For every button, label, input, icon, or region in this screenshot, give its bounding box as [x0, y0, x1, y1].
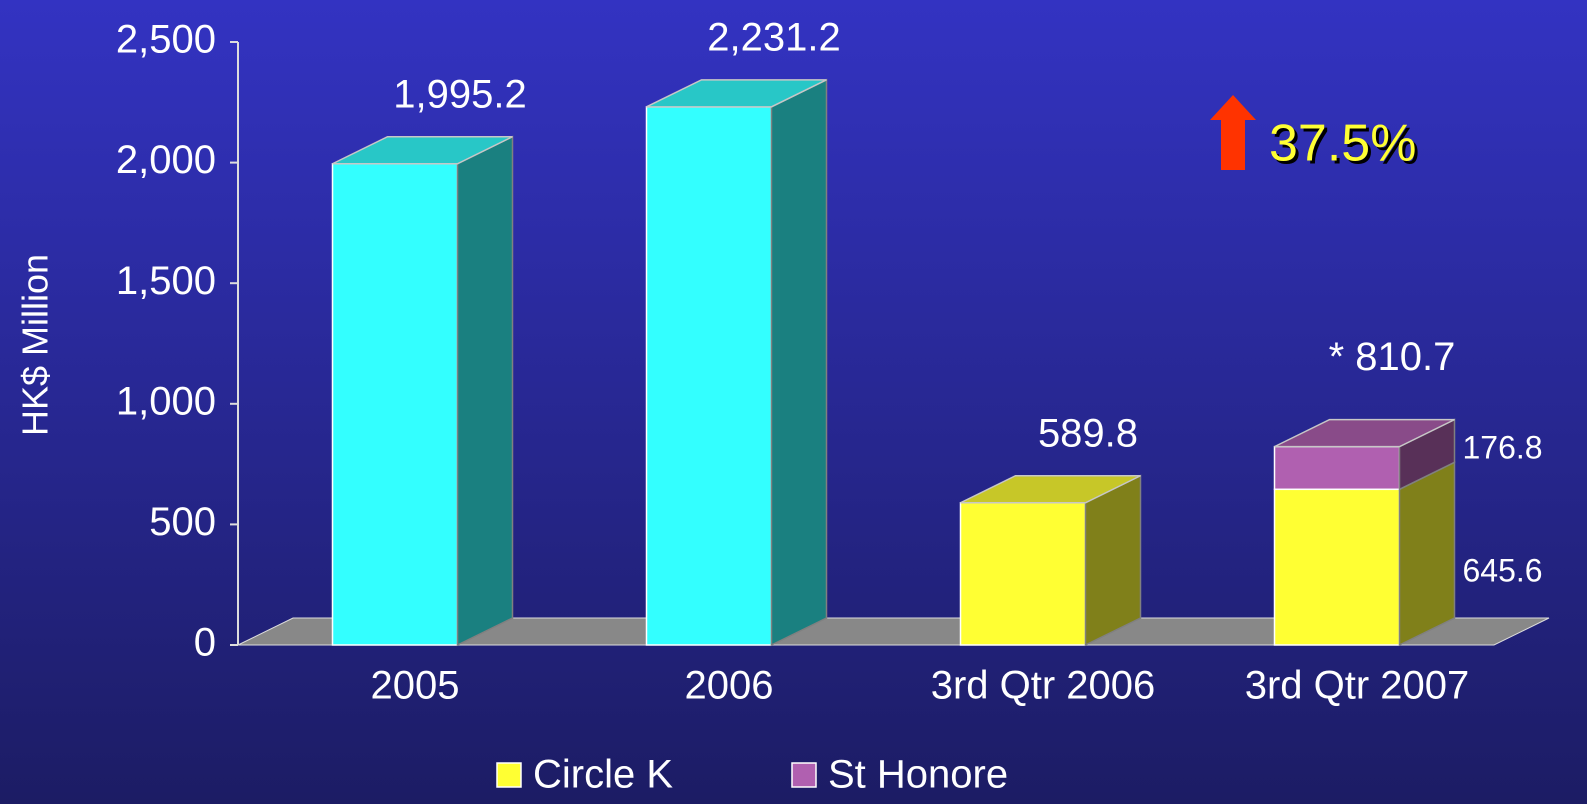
y-tick-label: 500 — [149, 500, 216, 544]
bar-front — [959, 501, 1087, 646]
y-tick-label: 0 — [194, 621, 216, 665]
bar-side — [456, 135, 514, 647]
bar-top — [960, 474, 1141, 504]
value-label: 176.8 — [1463, 429, 1543, 465]
x-tick-label: 2005 — [371, 664, 460, 708]
bar-side — [1084, 474, 1142, 647]
bar — [645, 78, 828, 647]
value-label: 589.8 — [1038, 411, 1138, 455]
y-axis-label: HK$ Million — [15, 254, 56, 436]
growth-annotation: 37.5% — [1269, 115, 1416, 173]
growth-shadow: 37.5% — [1272, 118, 1419, 176]
bar-front — [331, 163, 459, 646]
bar — [1273, 418, 1456, 491]
y-tick-label: 2,500 — [116, 18, 216, 62]
x-tick-label: 3rd Qtr 2006 — [931, 664, 1156, 708]
bar-top — [646, 79, 827, 108]
legend-label: Circle K — [533, 753, 673, 797]
value-label: 645.6 — [1463, 553, 1543, 589]
legend-swatch — [791, 762, 817, 788]
legend-swatch — [496, 762, 522, 788]
bar — [331, 135, 514, 647]
bar-top — [332, 136, 513, 165]
bar-top — [1274, 418, 1455, 448]
total-annotation: * 810.7 — [1329, 335, 1456, 379]
y-tick-label: 2,000 — [116, 138, 216, 182]
x-tick-label: 3rd Qtr 2007 — [1245, 664, 1470, 708]
bar-side — [770, 78, 828, 647]
y-tick-label: 1,000 — [116, 379, 216, 423]
bar — [959, 474, 1142, 647]
value-label: 1,995.2 — [393, 72, 526, 116]
bar-front — [1273, 445, 1401, 491]
y-tick-label: 1,500 — [116, 259, 216, 303]
value-label: 2,231.2 — [707, 15, 840, 59]
legend-label: St Honore — [828, 753, 1008, 797]
bar-front — [1273, 488, 1401, 646]
up-arrow — [1210, 95, 1256, 170]
bar-side — [1398, 461, 1456, 647]
bar-front — [645, 106, 773, 646]
x-tick-label: 2006 — [685, 664, 774, 708]
